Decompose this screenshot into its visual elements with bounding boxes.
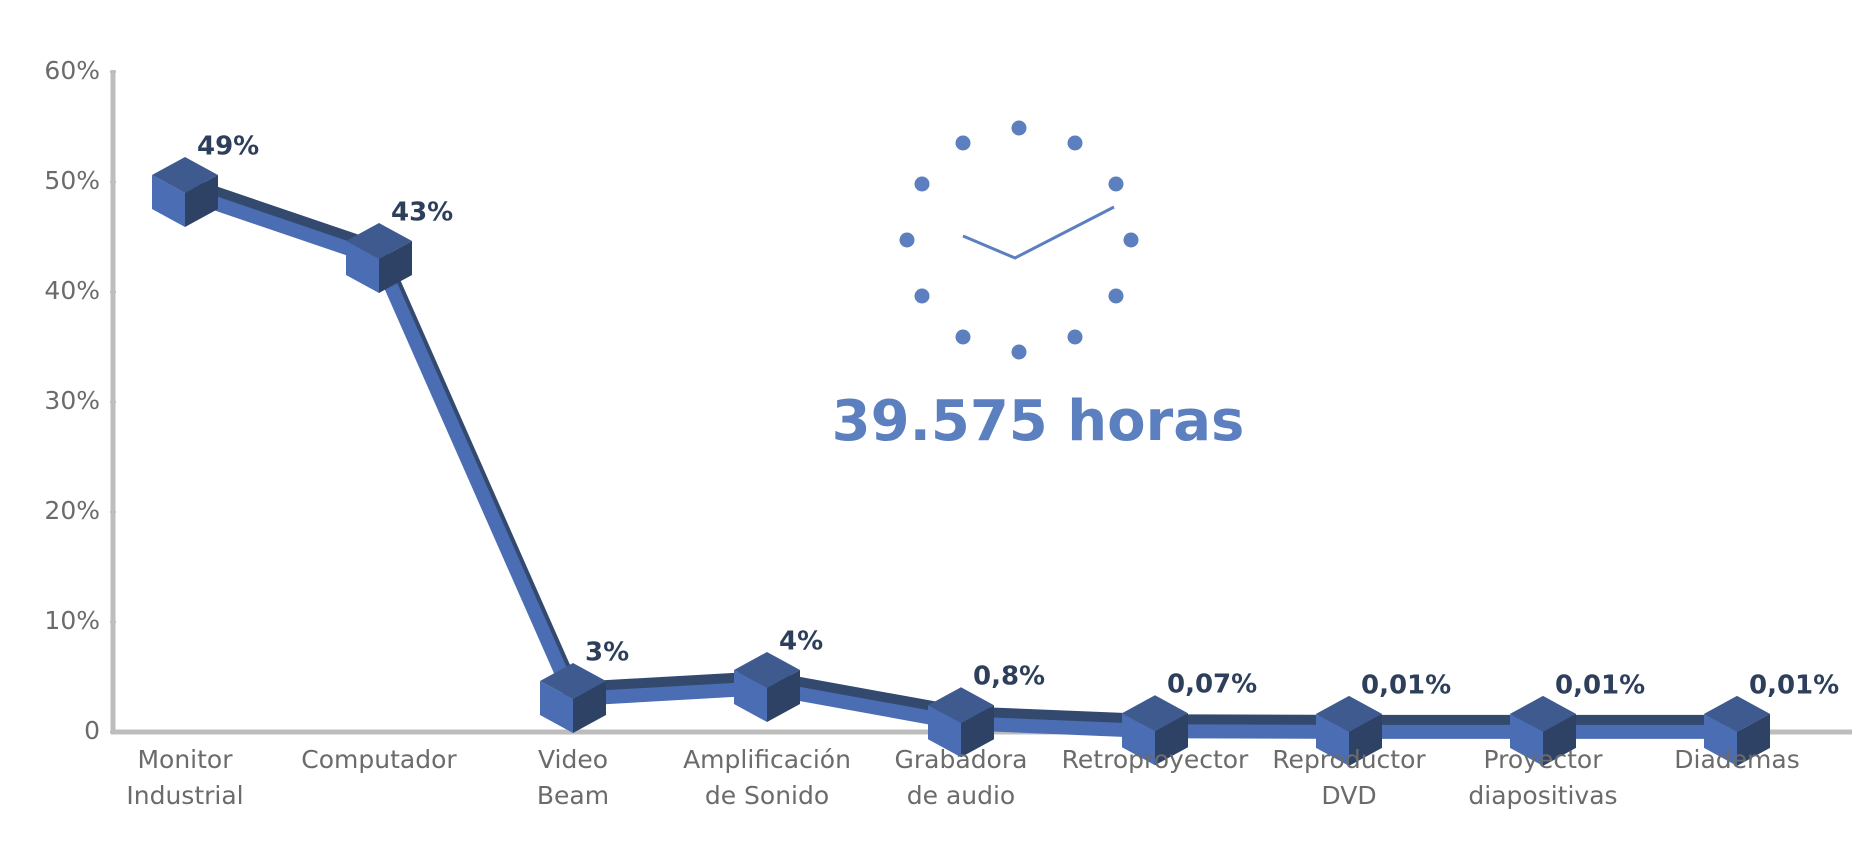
cube-left	[1510, 713, 1543, 766]
cube-marker	[346, 223, 412, 293]
cube-marker	[734, 652, 800, 722]
y-tick-label: 60%	[44, 56, 100, 85]
cube-marker	[1704, 695, 1770, 766]
clock-dot	[914, 288, 930, 304]
y-tick-label: 40%	[44, 276, 100, 305]
cube-marker	[928, 687, 994, 758]
data-label: 43%	[391, 198, 453, 228]
data-label: 0,8%	[973, 662, 1045, 692]
cube-left	[1122, 713, 1155, 766]
x-tick-label: Computador	[301, 745, 457, 774]
clock-hands	[962, 205, 1115, 260]
y-tick-label: 30%	[44, 386, 100, 415]
cube-marker	[1316, 695, 1382, 766]
clock-dot	[1067, 329, 1083, 345]
data-label: 3%	[585, 638, 629, 668]
clock-dot	[1011, 120, 1027, 136]
cube-right	[1155, 713, 1188, 766]
cube-left	[734, 670, 767, 722]
cube-left	[1704, 713, 1737, 766]
x-tick-label: Grabadora de audio	[894, 745, 1028, 810]
x-tick-label: Proyector diapositivas	[1468, 745, 1618, 810]
cube-right	[185, 175, 218, 227]
y-tick-label: 0	[84, 716, 100, 745]
data-label: 0,01%	[1361, 670, 1451, 700]
data-label: 0,01%	[1555, 670, 1645, 700]
y-tick-label: 20%	[44, 496, 100, 525]
clock-dot	[1123, 232, 1139, 248]
clock-dot	[1108, 176, 1124, 192]
x-tick-label: Video Beam	[536, 745, 610, 810]
clock-dot	[955, 329, 971, 345]
cube-left	[928, 705, 961, 758]
data-label: 49%	[197, 132, 259, 162]
cube-right	[1543, 713, 1576, 766]
cube-right	[767, 670, 800, 722]
x-tick-label: Retroproyector	[1061, 745, 1249, 774]
cube-left	[346, 241, 379, 293]
clock-dot	[899, 232, 915, 248]
cube-left	[540, 681, 573, 733]
cube-left	[152, 175, 185, 227]
clock-dot	[1011, 344, 1027, 360]
data-label: 4%	[779, 627, 823, 657]
cube-right	[1349, 713, 1382, 766]
x-tick-label: Monitor Industrial	[126, 745, 244, 810]
cube-marker	[1122, 695, 1188, 766]
data-label: 0,07%	[1167, 670, 1257, 700]
cube-right	[1737, 713, 1770, 766]
x-tick-label: Diademas	[1674, 745, 1800, 774]
cube-marker	[152, 157, 218, 227]
line	[182, 186, 1737, 739]
y-tick-label: 10%	[44, 606, 100, 635]
clock-dot	[1067, 135, 1083, 151]
cube-marker	[540, 663, 606, 733]
cube-left	[1316, 713, 1349, 766]
cube-right	[961, 705, 994, 758]
x-tick-label: Amplificación de Sonido	[683, 745, 851, 810]
data-label: 0,01%	[1749, 670, 1839, 700]
cube-right	[379, 241, 412, 293]
x-tick-label: Reproductor DVD	[1272, 745, 1426, 810]
cube-right	[573, 681, 606, 733]
clock-dot	[955, 135, 971, 151]
y-tick-label: 50%	[44, 166, 100, 195]
clock-dot	[1108, 288, 1124, 304]
cube-marker	[1510, 695, 1576, 766]
clock-dot	[914, 176, 930, 192]
annotation: 39.575 horas	[832, 389, 1245, 454]
